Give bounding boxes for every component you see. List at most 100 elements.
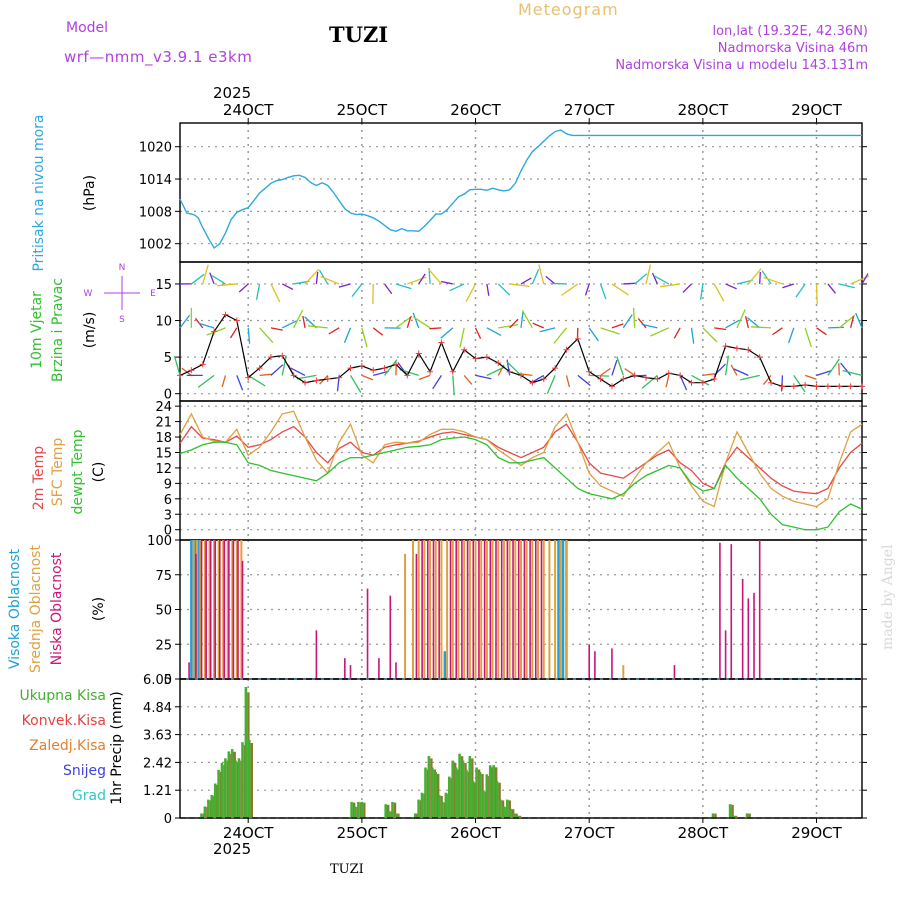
total-precip-bar — [237, 758, 241, 818]
wind-speed-marker — [836, 383, 843, 390]
wind-speed-marker — [347, 365, 354, 372]
total-precip-bar — [220, 762, 224, 818]
wind-arrow — [506, 361, 522, 376]
lonlat-label: lon,lat (19.32E, 42.36N) — [712, 24, 868, 39]
wind-arrow — [637, 318, 647, 329]
wind-arrow — [328, 327, 340, 335]
temp-title-b: SFC Temp — [50, 438, 66, 507]
model-label: Model — [66, 20, 109, 36]
wind-arrow — [611, 359, 618, 376]
wind-speed-marker — [449, 368, 456, 375]
wind-arrow — [650, 327, 670, 337]
total-precip-bar — [728, 804, 732, 818]
wind-arrow — [660, 283, 681, 288]
wind-speed-marker — [438, 339, 445, 346]
wind-speed-marker — [302, 379, 309, 386]
total-precip-bar — [499, 799, 502, 818]
wind-speed-marker — [847, 383, 854, 390]
wind-arrow — [839, 283, 855, 289]
panel-frame — [179, 122, 863, 263]
wind-arrow — [418, 374, 431, 381]
footer-station: TUZI — [330, 862, 364, 877]
wind-arrow — [747, 268, 762, 285]
wind-speed-marker — [483, 354, 490, 361]
total-precip-bar — [745, 813, 749, 818]
wind-arrow — [702, 327, 718, 343]
wind-speed-marker — [529, 379, 536, 386]
total-precip-bar — [434, 772, 437, 818]
conv-precip-bar — [714, 813, 717, 818]
wind-arrow — [588, 327, 599, 342]
wind-arrow — [440, 327, 454, 339]
wind-arrow — [690, 327, 695, 344]
y-tick-label: 6 — [164, 493, 172, 508]
wind-arrow — [682, 283, 692, 293]
y-tick-label: 0 — [164, 388, 172, 403]
wind-arrow — [520, 277, 532, 285]
sfc-temp-line — [179, 410, 863, 508]
wind-arrow — [281, 355, 287, 376]
y-tick-label: 21 — [155, 416, 172, 431]
y-tick-label: 5 — [164, 351, 172, 366]
wind-speed-marker — [813, 383, 820, 390]
temp-title-a: 2m Temp — [31, 446, 47, 510]
wind-arrow — [793, 375, 806, 393]
wind-arrow — [616, 356, 624, 376]
y-tick-label: 24 — [155, 400, 172, 415]
wind-arrow — [259, 327, 274, 344]
wind-arrow — [746, 317, 761, 329]
y-tick-label: 4.84 — [143, 701, 172, 716]
wind-speed-marker — [222, 311, 229, 318]
wind-arrow — [782, 283, 795, 289]
wind-arrow — [584, 283, 590, 296]
wind-speed-marker — [540, 376, 547, 383]
panel-frame — [179, 400, 863, 541]
total-precip-bar — [413, 813, 417, 818]
wind-arrow — [532, 322, 544, 329]
wind-arrow — [293, 309, 304, 329]
x-tick-label-top: 28OCT — [678, 101, 729, 119]
conv-precip-bar — [734, 815, 738, 818]
wind-arrow — [412, 312, 420, 329]
y-tick-label: 3.63 — [143, 729, 172, 744]
wind-arrow — [736, 309, 746, 329]
x-tick-label-top: 26OCT — [450, 101, 501, 119]
wind-arrow — [296, 374, 317, 380]
x-tick-label-bottom: 25OCT — [337, 824, 388, 842]
total-precip-bar — [431, 767, 434, 818]
wind-arrow — [673, 327, 681, 339]
wind-arrow — [816, 369, 832, 377]
cloud-unit: (%) — [91, 597, 107, 621]
total-precip-bar — [357, 801, 360, 818]
wind-arrow — [282, 283, 294, 290]
wind-arrow — [550, 282, 567, 285]
wind-speed-marker — [654, 376, 661, 383]
wind-arrow — [440, 280, 453, 285]
y-tick-label: 1014 — [139, 173, 172, 188]
total-precip-bar — [417, 799, 420, 818]
total-precip-bar — [244, 687, 248, 818]
x-tick-label-top: 27OCT — [564, 101, 615, 119]
wind-speed-marker — [643, 374, 650, 381]
wind-arrow — [545, 275, 556, 285]
wind-speed-marker — [506, 368, 513, 375]
wind-speed-marker — [177, 372, 183, 379]
wind-arrow — [855, 312, 863, 329]
wind-arrow — [600, 327, 620, 335]
conv-precip-bar — [363, 802, 366, 818]
total-precip-bar — [350, 801, 353, 818]
y-tick-label: 12 — [155, 462, 172, 477]
total-precip-bar — [471, 781, 475, 818]
total-precip-bar — [458, 753, 461, 818]
wind-arrow — [714, 327, 727, 331]
wind-arrow — [632, 307, 636, 328]
wind-arrow — [406, 316, 412, 329]
dewpoint-line — [179, 436, 863, 531]
wind-arrow — [816, 327, 827, 336]
conv-precip-bar — [250, 743, 253, 818]
y-tick-label: 1020 — [139, 141, 172, 156]
wind-speed-marker — [324, 376, 331, 383]
wind-arrow — [320, 275, 340, 285]
